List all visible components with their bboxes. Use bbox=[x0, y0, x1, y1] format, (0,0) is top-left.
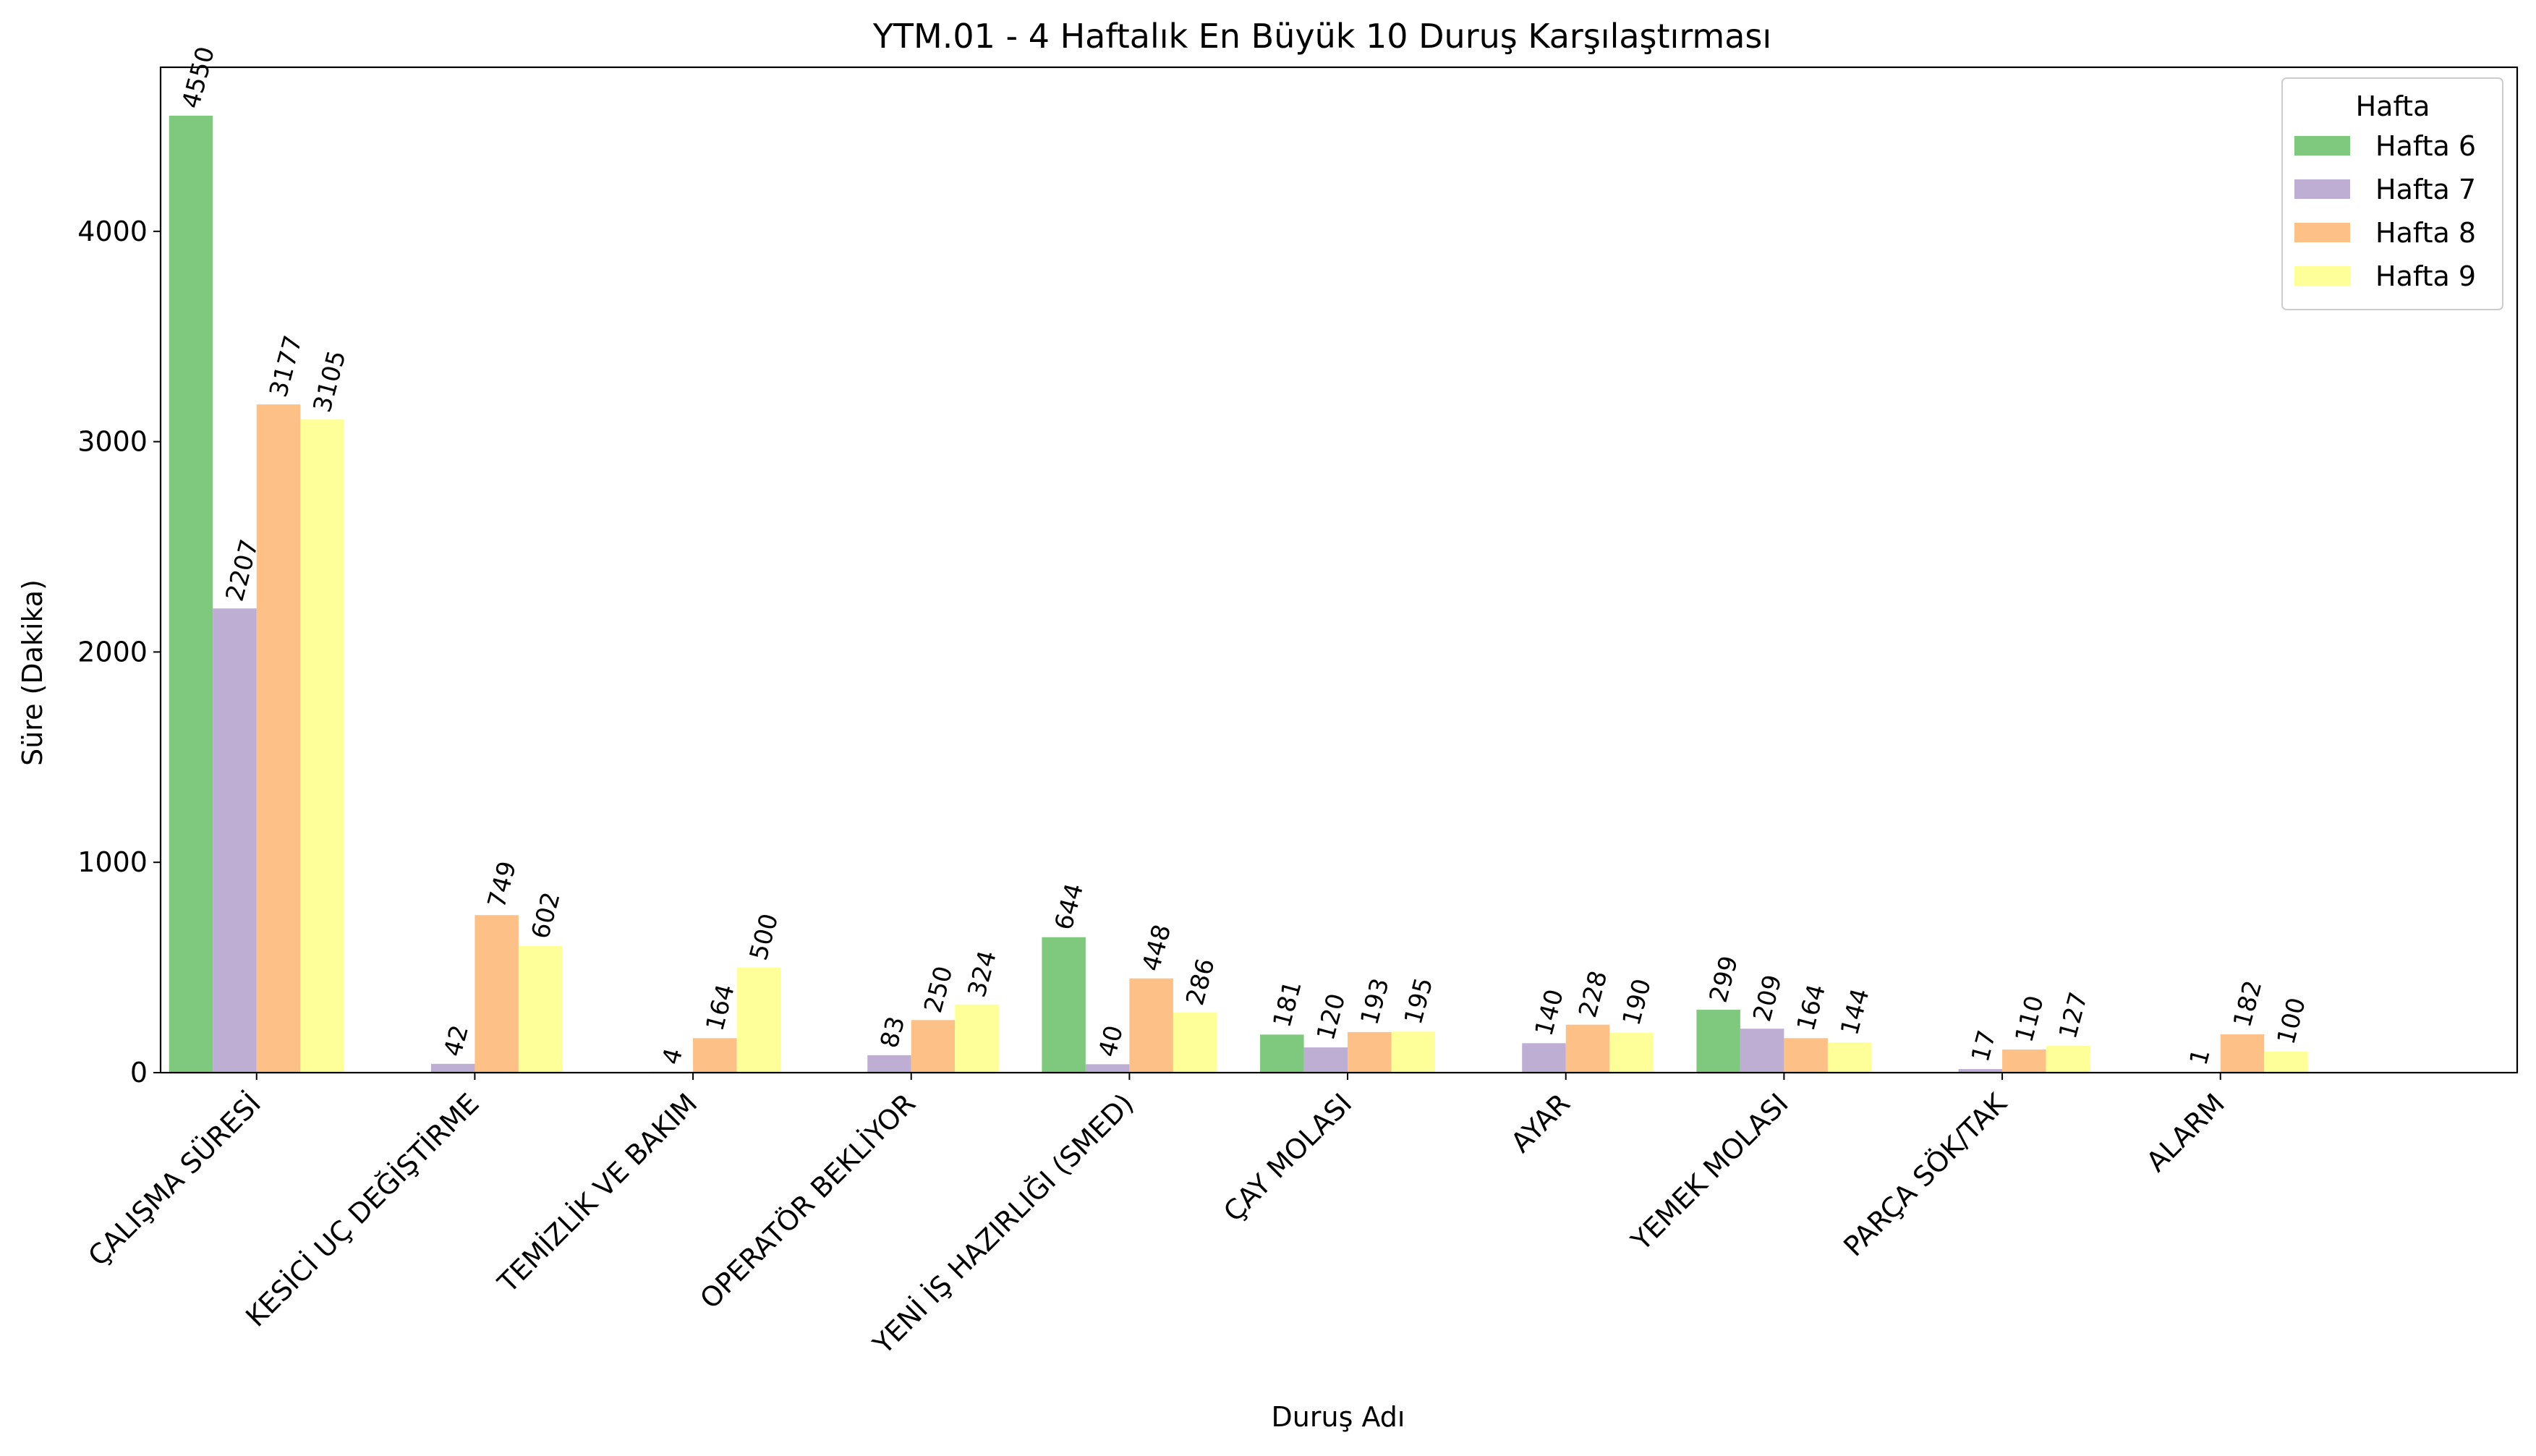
bar bbox=[2220, 1034, 2265, 1073]
y-tick-label: 0 bbox=[130, 1057, 148, 1089]
bar bbox=[1784, 1038, 1828, 1073]
legend-swatch bbox=[2294, 136, 2350, 156]
bars-layer bbox=[169, 115, 2308, 1073]
legend-swatch bbox=[2294, 266, 2350, 286]
plot-frame bbox=[159, 66, 2519, 1074]
y-axis-label: Süre (Dakika) bbox=[17, 579, 48, 766]
y-tick-label: 4000 bbox=[77, 216, 148, 247]
bar bbox=[2002, 1050, 2046, 1073]
bar bbox=[430, 1063, 475, 1073]
bar bbox=[867, 1055, 911, 1073]
bar bbox=[1696, 1010, 1740, 1073]
bar bbox=[213, 608, 257, 1073]
bar bbox=[1740, 1029, 1784, 1073]
bar bbox=[1173, 1012, 1217, 1073]
x-axis-label: Duruş Adı bbox=[1272, 1401, 1405, 1433]
bar bbox=[1129, 978, 1173, 1073]
bar bbox=[1348, 1031, 1392, 1073]
legend-label: Hafta 7 bbox=[2375, 174, 2476, 205]
bar bbox=[2264, 1051, 2308, 1073]
bar bbox=[256, 404, 301, 1073]
bar bbox=[300, 420, 344, 1073]
bar bbox=[1260, 1034, 1304, 1073]
bar bbox=[911, 1020, 956, 1073]
legend: Hafta Hafta 6 Hafta 7 Hafta 8 Hafta 9 bbox=[2281, 77, 2503, 310]
bar bbox=[1303, 1047, 1348, 1073]
legend-label: Hafta 6 bbox=[2375, 130, 2476, 162]
bar bbox=[169, 115, 213, 1073]
chart-title: YTM.01 - 4 Haftalık En Büyük 10 Duruş Ka… bbox=[872, 17, 1771, 56]
y-tick-label: 2000 bbox=[77, 636, 148, 668]
bar bbox=[2046, 1046, 2090, 1073]
bar bbox=[1609, 1032, 1654, 1073]
bar bbox=[1958, 1069, 2003, 1073]
bar bbox=[475, 915, 519, 1073]
y-tick-label: 1000 bbox=[77, 846, 148, 878]
bar bbox=[1827, 1042, 1872, 1073]
legend-label: Hafta 9 bbox=[2375, 260, 2476, 292]
bar bbox=[736, 967, 781, 1073]
bar bbox=[1522, 1043, 1566, 1073]
legend-label: Hafta 8 bbox=[2375, 217, 2476, 249]
bar bbox=[1085, 1064, 1130, 1073]
legend-swatch bbox=[2294, 223, 2350, 242]
bar bbox=[1565, 1024, 1610, 1073]
bar bbox=[1391, 1031, 1436, 1073]
bar bbox=[518, 945, 563, 1073]
legend-title: Hafta bbox=[2356, 90, 2430, 122]
legend-swatch bbox=[2294, 179, 2350, 199]
y-tick-label: 3000 bbox=[77, 426, 148, 458]
bar bbox=[955, 1004, 999, 1073]
bar bbox=[1042, 937, 1086, 1073]
bar bbox=[693, 1038, 737, 1073]
